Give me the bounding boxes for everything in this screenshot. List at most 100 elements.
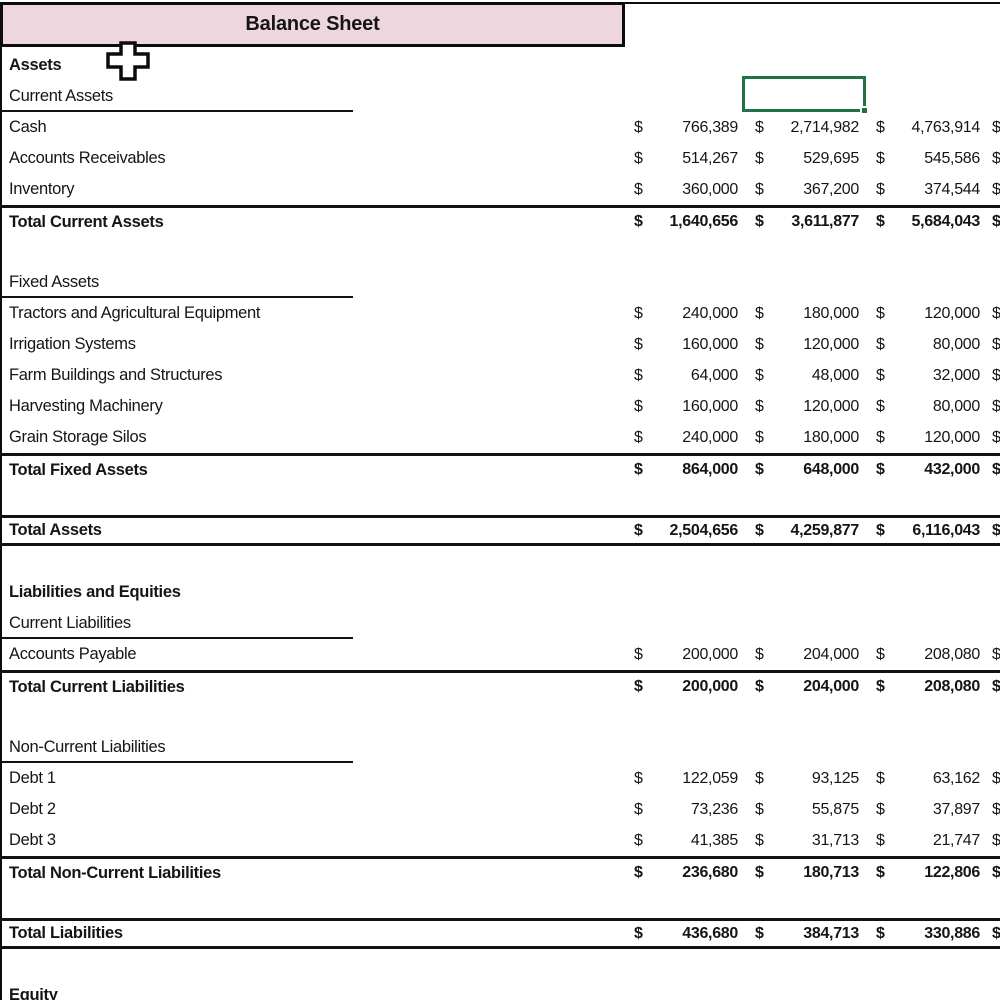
row-label-cell[interactable]: Current Liabilities bbox=[9, 614, 131, 632]
amount-cell[interactable]: $766,389 bbox=[625, 119, 746, 137]
row-label-cell[interactable]: Inventory bbox=[9, 180, 75, 198]
table-row: Total Assets $2,504,656 $4,259,877 $6,116,0… bbox=[0, 515, 1000, 546]
amount-cell[interactable]: $204,000 bbox=[746, 646, 867, 664]
amount-cell[interactable]: $208,080 bbox=[867, 646, 988, 664]
row-label-cell[interactable]: Total Current Assets bbox=[9, 212, 164, 231]
amount-cell[interactable]: $864,000 bbox=[625, 461, 746, 479]
amount-value: 5,684,043 bbox=[911, 213, 981, 230]
amount-cell[interactable]: $240,000 bbox=[625, 429, 746, 447]
row-label-cell[interactable]: Harvesting Machinery bbox=[9, 397, 163, 415]
amount-cell[interactable]: $80,000 bbox=[867, 336, 988, 354]
table-row: Non-Current Liabilities bbox=[0, 732, 1000, 763]
currency-symbol: $ bbox=[755, 428, 764, 446]
amount-cell[interactable]: $21,747 bbox=[867, 832, 988, 850]
amount-cell[interactable]: $122,806 bbox=[867, 864, 988, 882]
amount-cell[interactable]: $545,586 bbox=[867, 150, 988, 168]
amount-cell[interactable]: $55,875 bbox=[746, 801, 867, 819]
row-label-cell[interactable]: Debt 1 bbox=[9, 769, 56, 787]
row-label-cell[interactable]: Assets bbox=[9, 56, 62, 74]
amount-cell[interactable]: $64,000 bbox=[625, 367, 746, 385]
amount-cell[interactable]: $648,000 bbox=[746, 461, 867, 479]
row-label-cell[interactable]: Total Fixed Assets bbox=[9, 460, 148, 479]
amount-cell[interactable]: $160,000 bbox=[625, 398, 746, 416]
row-label-cell[interactable]: Fixed Assets bbox=[9, 273, 99, 291]
amount-cell[interactable]: $384,713 bbox=[746, 925, 867, 943]
amount-cell[interactable]: $5,684,043 bbox=[867, 213, 988, 231]
row-label-cell[interactable]: Total Non-Current Liabilities bbox=[9, 863, 221, 882]
row-label-cell[interactable]: Irrigation Systems bbox=[9, 335, 136, 353]
amount-cell[interactable]: $436,680 bbox=[625, 925, 746, 943]
amount-cell[interactable]: $204,000 bbox=[746, 678, 867, 696]
amount-cell[interactable]: $80,000 bbox=[867, 398, 988, 416]
row-label-cell[interactable]: Accounts Payable bbox=[9, 645, 137, 663]
row-label-cell[interactable]: Current Assets bbox=[9, 87, 114, 105]
row-label-cell[interactable]: Equity bbox=[9, 986, 58, 1000]
table-row bbox=[0, 887, 1000, 918]
partial-currency-symbol: $ bbox=[992, 800, 1000, 818]
amount-cell[interactable]: $4,259,877 bbox=[746, 522, 867, 540]
amount-cell[interactable]: $160,000 bbox=[625, 336, 746, 354]
amount-cell[interactable]: $432,000 bbox=[867, 461, 988, 479]
amount-cell[interactable]: $122,059 bbox=[625, 770, 746, 788]
row-label-cell[interactable]: Cash bbox=[9, 118, 47, 136]
amount-cell[interactable]: $48,000 bbox=[746, 367, 867, 385]
amount-cell[interactable]: $4,763,914 bbox=[867, 119, 988, 137]
row-label-cell[interactable]: Total Liabilities bbox=[9, 924, 123, 942]
sheet-title-cell[interactable]: Balance Sheet bbox=[0, 2, 625, 47]
row-label-cell[interactable]: Total Assets bbox=[9, 521, 102, 539]
amount-value: 21,747 bbox=[932, 831, 980, 849]
currency-symbol: $ bbox=[755, 800, 764, 818]
row-label-cell[interactable]: Accounts Receivables bbox=[9, 149, 166, 167]
amount-cell[interactable]: $236,680 bbox=[625, 864, 746, 882]
row-label-cell[interactable]: Farm Buildings and Structures bbox=[9, 366, 223, 384]
amount-cell[interactable]: $120,000 bbox=[867, 429, 988, 447]
selected-cell[interactable] bbox=[742, 76, 869, 115]
amount-cell[interactable]: $120,000 bbox=[746, 336, 867, 354]
sheet-title: Balance Sheet bbox=[245, 13, 380, 35]
amount-value: 160,000 bbox=[682, 335, 738, 353]
amount-cell[interactable]: $360,000 bbox=[625, 181, 746, 199]
amount-cell[interactable]: $63,162 bbox=[867, 770, 988, 788]
amount-cell[interactable]: $180,000 bbox=[746, 305, 867, 323]
amount-cell[interactable]: $120,000 bbox=[867, 305, 988, 323]
amount-cell[interactable]: $37,897 bbox=[867, 801, 988, 819]
row-label-cell[interactable]: Tractors and Agricultural Equipment bbox=[9, 304, 261, 322]
label-underline bbox=[0, 296, 353, 298]
amount-value: 200,000 bbox=[682, 678, 738, 695]
amount-cell[interactable]: $41,385 bbox=[625, 832, 746, 850]
amount-cell[interactable]: $180,000 bbox=[746, 429, 867, 447]
amount-cell[interactable]: $330,886 bbox=[867, 925, 988, 943]
amount-value: 240,000 bbox=[682, 304, 738, 322]
amount-cell[interactable]: $529,695 bbox=[746, 150, 867, 168]
row-label-cell[interactable]: Debt 2 bbox=[9, 800, 56, 818]
amount-cell[interactable]: $2,714,982 bbox=[746, 119, 867, 137]
amount-cell[interactable]: $374,544 bbox=[867, 181, 988, 199]
row-label-cell[interactable]: Grain Storage Silos bbox=[9, 428, 147, 446]
amount-cell[interactable]: $3,611,877 bbox=[746, 213, 867, 231]
amount-cell[interactable]: $240,000 bbox=[625, 305, 746, 323]
currency-symbol: $ bbox=[755, 118, 764, 136]
amount-cell[interactable]: $31,713 bbox=[746, 832, 867, 850]
amount-cell[interactable]: $32,000 bbox=[867, 367, 988, 385]
row-label-cell[interactable]: Debt 3 bbox=[9, 831, 56, 849]
amount-cell[interactable]: $200,000 bbox=[625, 678, 746, 696]
currency-symbol: $ bbox=[876, 924, 885, 942]
amount-cell[interactable]: $120,000 bbox=[746, 398, 867, 416]
row-label-cell[interactable]: Non-Current Liabilities bbox=[9, 738, 166, 756]
amount-cell[interactable]: $93,125 bbox=[746, 770, 867, 788]
row-label-cell[interactable]: Total Current Liabilities bbox=[9, 677, 185, 696]
partial-currency-symbol: $ bbox=[992, 864, 1000, 881]
amount-value: 80,000 bbox=[932, 397, 980, 415]
amount-cell[interactable]: $2,504,656 bbox=[625, 522, 746, 540]
amount-cell[interactable]: $1,640,656 bbox=[625, 213, 746, 231]
amount-cell[interactable]: $514,267 bbox=[625, 150, 746, 168]
row-label-cell[interactable]: Liabilities and Equities bbox=[9, 583, 181, 601]
amount-cell[interactable]: $200,000 bbox=[625, 646, 746, 664]
amount-value: 208,080 bbox=[924, 645, 980, 663]
amount-cell[interactable]: $180,713 bbox=[746, 864, 867, 882]
fill-handle[interactable] bbox=[860, 106, 869, 115]
amount-cell[interactable]: $367,200 bbox=[746, 181, 867, 199]
amount-cell[interactable]: $208,080 bbox=[867, 678, 988, 696]
amount-cell[interactable]: $73,236 bbox=[625, 801, 746, 819]
amount-cell[interactable]: $6,116,043 bbox=[867, 522, 988, 540]
